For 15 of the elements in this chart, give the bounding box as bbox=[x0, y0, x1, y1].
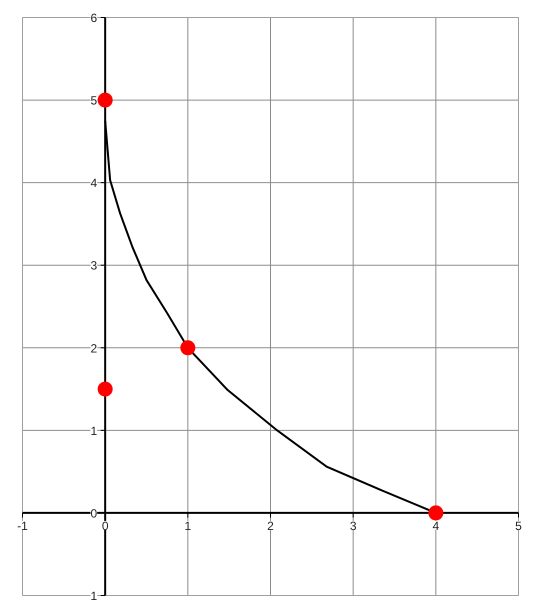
x-tick-label: 4 bbox=[432, 518, 440, 533]
y-tick-label: 0 bbox=[90, 506, 98, 520]
y-tick-label: 4 bbox=[90, 176, 98, 190]
y-tick-label: 3 bbox=[90, 258, 98, 273]
y-tick-label: 1 bbox=[90, 424, 98, 438]
y-tick-label: 1 bbox=[90, 589, 98, 603]
x-tick-label: 5 bbox=[515, 518, 522, 533]
x-tick-label: 0 bbox=[102, 518, 109, 533]
y-tick-label: 2 bbox=[90, 341, 98, 356]
x-tick-label: -1 bbox=[17, 518, 28, 533]
x-tick-label: 3 bbox=[350, 518, 357, 533]
x-tick-label: 1 bbox=[184, 518, 192, 533]
y-tick-label: 6 bbox=[90, 11, 98, 25]
y-tick-label: 5 bbox=[90, 94, 98, 108]
x-tick-label: 2 bbox=[267, 518, 274, 533]
